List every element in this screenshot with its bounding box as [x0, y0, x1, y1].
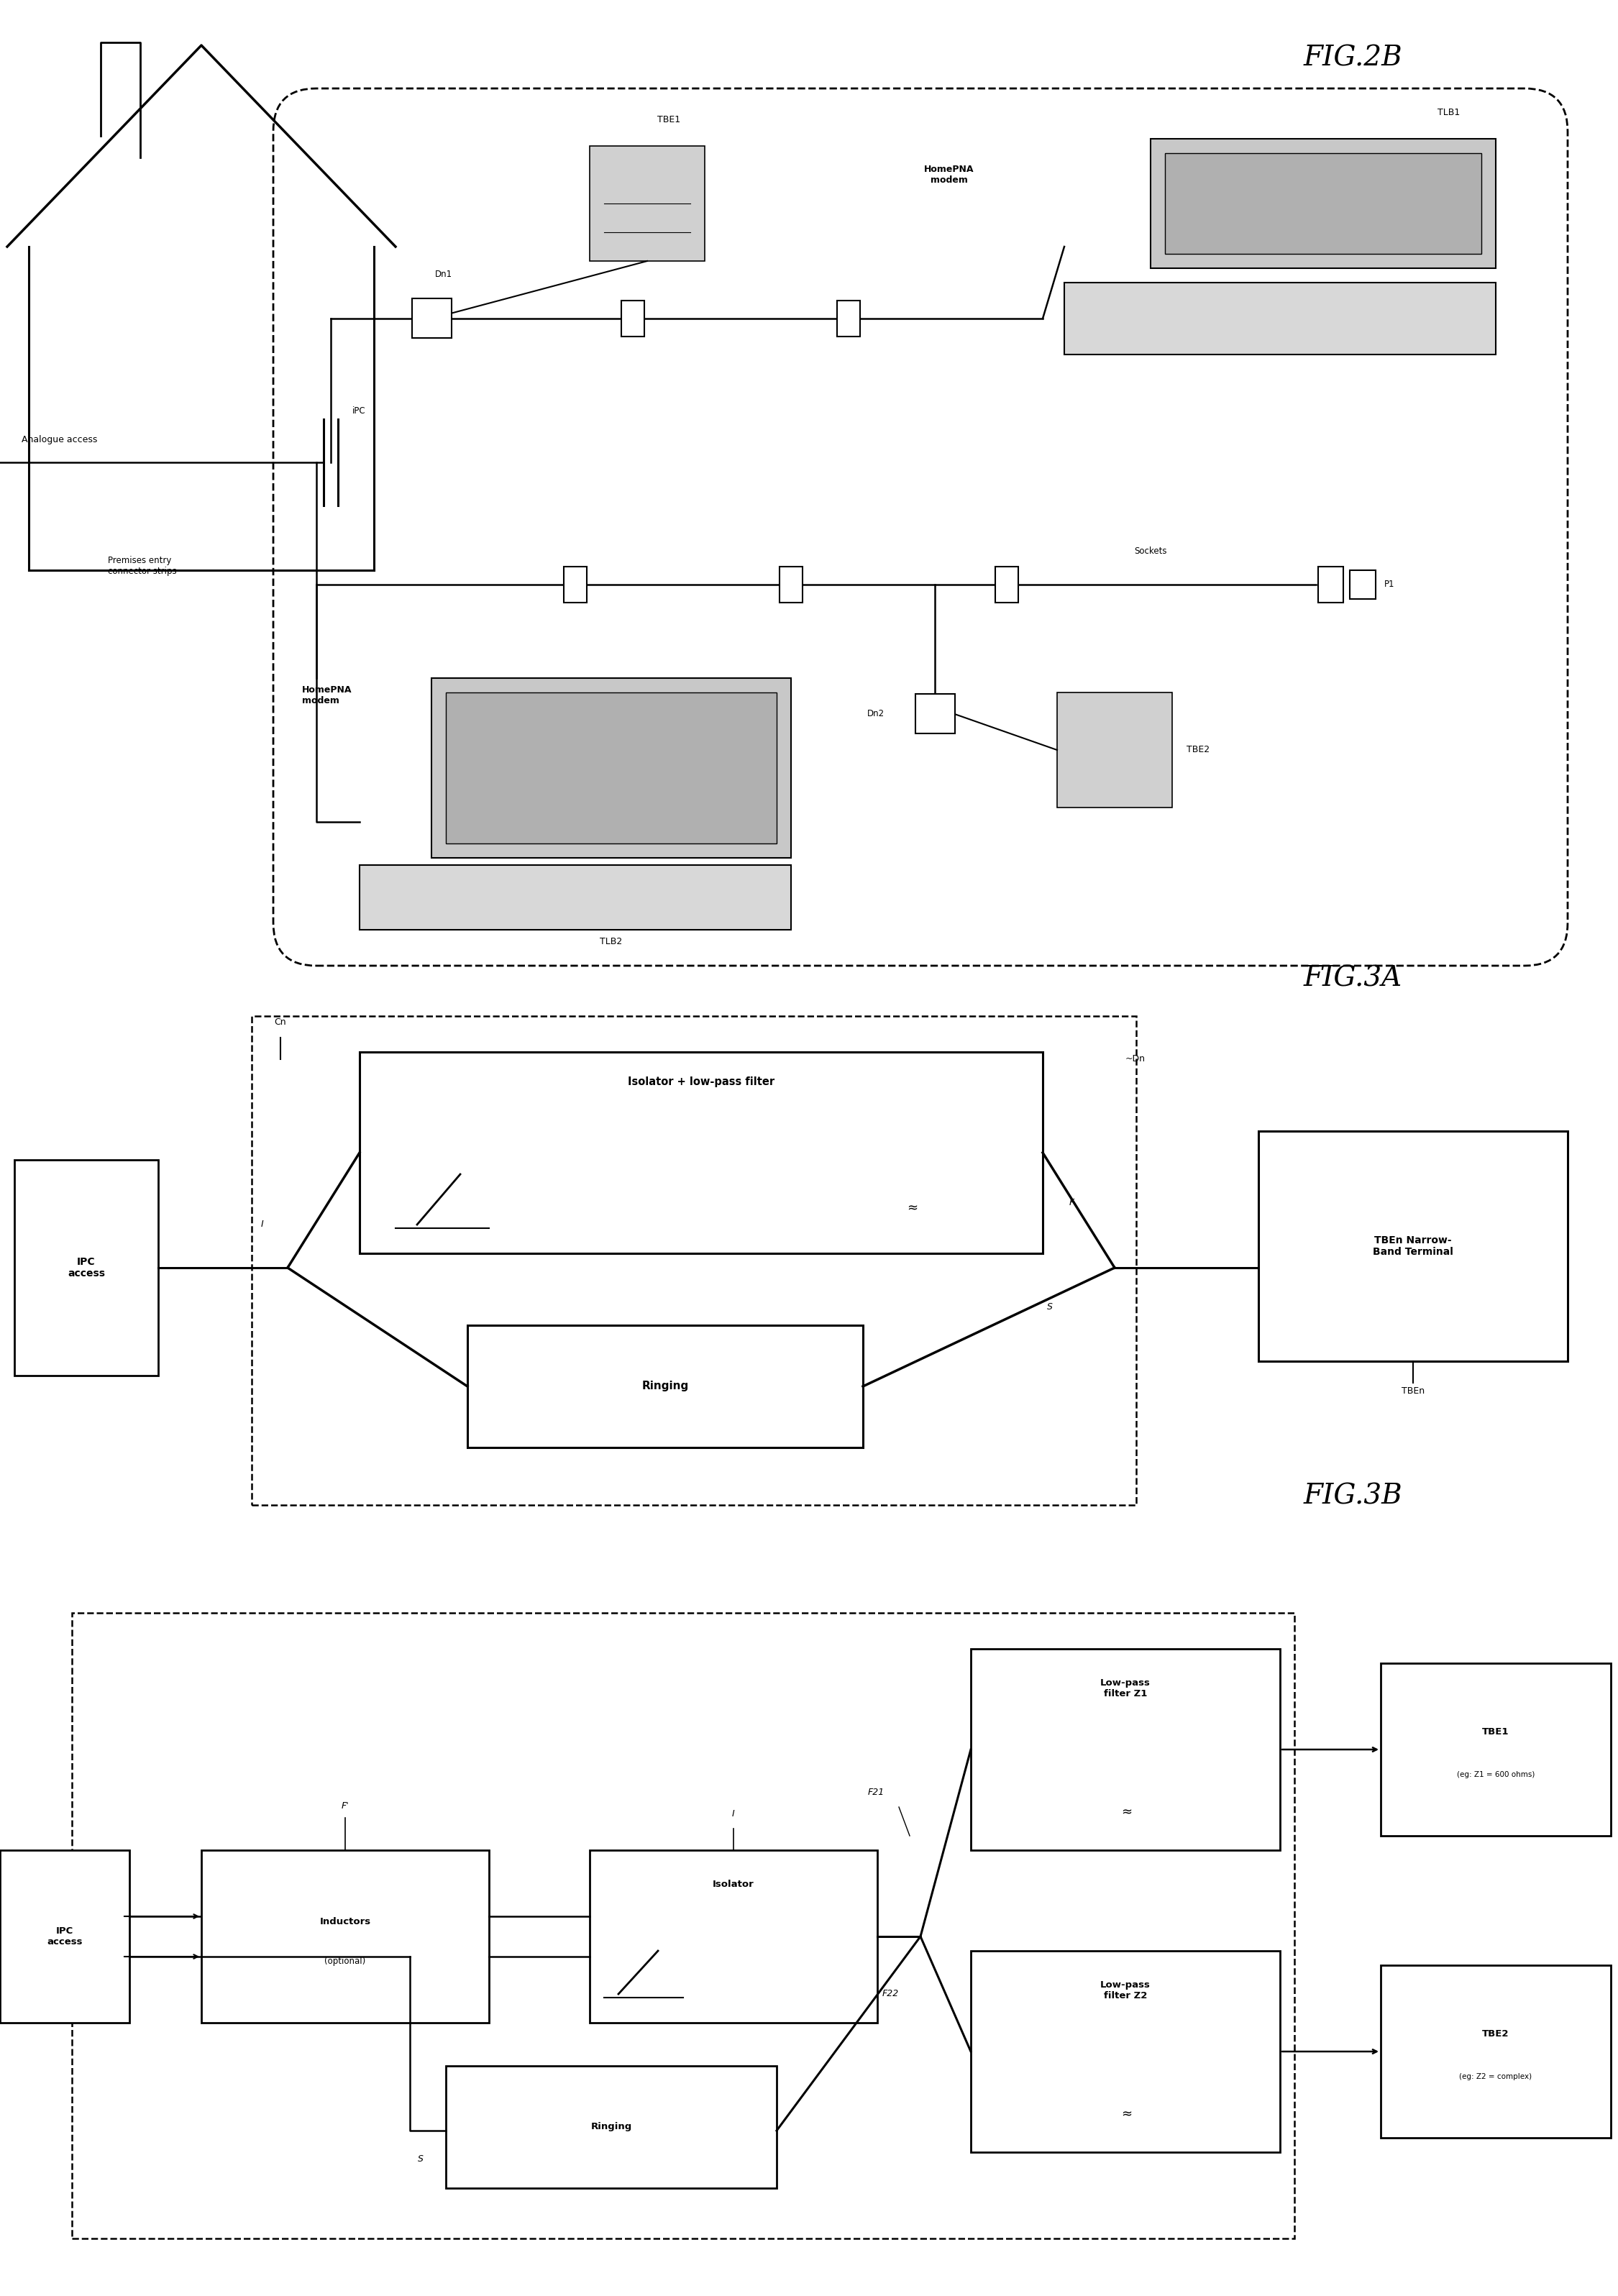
Text: $\approx$: $\approx$ [904, 1201, 917, 1212]
Text: IPC
access: IPC access [68, 1256, 105, 1279]
Text: Low-pass
filter Z1: Low-pass filter Z1 [1100, 1678, 1150, 1699]
Bar [359, 1052, 1042, 1254]
Bar [432, 677, 791, 859]
Text: F: F [1069, 1199, 1074, 1208]
Text: (optional): (optional) [325, 1956, 366, 1965]
Bar [916, 693, 955, 735]
Text: TBEn: TBEn [1401, 1387, 1424, 1396]
Text: TBE1: TBE1 [1482, 1727, 1510, 1736]
Text: TBE2: TBE2 [1482, 2030, 1510, 2039]
Bar [1150, 138, 1495, 269]
Bar [1380, 1965, 1612, 2138]
Bar [1165, 154, 1482, 255]
Bar [0, 1851, 129, 2023]
Bar [1349, 569, 1375, 599]
Text: TLB2: TLB2 [600, 937, 623, 946]
Text: HomePNA
modem: HomePNA modem [303, 684, 353, 705]
Bar [71, 1612, 1294, 2239]
Bar [621, 301, 644, 338]
Text: F': F' [341, 1802, 349, 1812]
Text: (eg: Z1 = 600 ohms): (eg: Z1 = 600 ohms) [1456, 1770, 1535, 1779]
Text: $\approx$: $\approx$ [1118, 2105, 1133, 2119]
Text: Analogue access: Analogue access [21, 434, 97, 445]
Bar [971, 1649, 1280, 1851]
Text: $\approx$: $\approx$ [1118, 1805, 1133, 1816]
Bar [411, 298, 451, 338]
Text: F21: F21 [867, 1789, 885, 1798]
Bar [589, 1851, 877, 2023]
FancyBboxPatch shape [273, 90, 1568, 967]
Text: Sockets: Sockets [1134, 546, 1167, 556]
Text: FIG.3A: FIG.3A [1304, 967, 1403, 992]
Text: Isolator: Isolator [712, 1880, 754, 1890]
Text: (eg: Z2 = complex): (eg: Z2 = complex) [1459, 2073, 1532, 2080]
Text: Low-pass
filter Z2: Low-pass filter Z2 [1100, 1981, 1150, 2000]
Text: Dn2: Dn2 [867, 709, 885, 719]
Bar [837, 301, 861, 338]
Text: Cn: Cn [275, 1017, 286, 1026]
Text: S: S [1047, 1302, 1053, 1311]
Bar [1259, 1132, 1568, 1362]
Bar [971, 1952, 1280, 2151]
Bar [468, 1325, 862, 1446]
Text: ~Dn: ~Dn [1126, 1054, 1146, 1063]
Bar [1057, 693, 1171, 808]
Text: iPC: iPC [353, 406, 366, 416]
Bar [15, 1159, 159, 1375]
Text: Dn1: Dn1 [435, 269, 453, 280]
Text: TBE1: TBE1 [657, 115, 680, 124]
Text: Inductors: Inductors [320, 1917, 371, 1926]
Bar [995, 567, 1018, 602]
Text: HomePNA
modem: HomePNA modem [924, 165, 974, 184]
Text: IPC
access: IPC access [47, 1926, 83, 1947]
Text: FIG.3B: FIG.3B [1302, 1483, 1403, 1511]
Text: I: I [260, 1219, 264, 1228]
Text: P1: P1 [1385, 581, 1395, 590]
Text: Isolator + low-pass filter: Isolator + low-pass filter [628, 1077, 775, 1088]
Bar [201, 1851, 489, 2023]
Text: TBE2: TBE2 [1186, 746, 1210, 755]
Text: Ringing: Ringing [591, 2122, 631, 2131]
Text: I: I [731, 1809, 735, 1818]
Bar [563, 567, 587, 602]
Text: TBEn Narrow-
Band Terminal: TBEn Narrow- Band Terminal [1372, 1235, 1453, 1256]
Text: TLB1: TLB1 [1437, 108, 1459, 117]
Bar [359, 866, 791, 930]
Text: Premises entry
connector strips: Premises entry connector strips [108, 556, 176, 576]
Text: FIG.2B: FIG.2B [1302, 46, 1403, 71]
Bar [252, 1017, 1136, 1504]
Bar [1380, 1662, 1612, 1837]
Bar [447, 693, 777, 843]
Text: S: S [417, 2154, 424, 2165]
Bar [1317, 567, 1343, 602]
Text: F22: F22 [882, 1988, 900, 1998]
Bar [780, 567, 803, 602]
Bar [589, 147, 705, 262]
Bar [1065, 282, 1495, 354]
Text: Ringing: Ringing [642, 1380, 689, 1391]
Bar [447, 2066, 777, 2188]
